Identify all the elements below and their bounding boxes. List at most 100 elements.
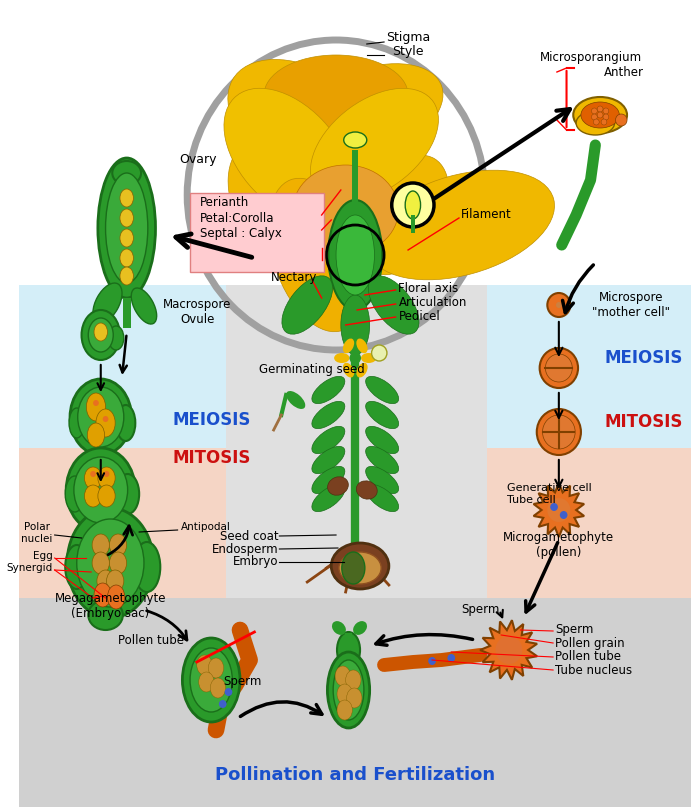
Ellipse shape (368, 276, 419, 334)
Polygon shape (480, 620, 537, 679)
Text: Microsporangium: Microsporangium (540, 52, 642, 65)
Circle shape (592, 108, 597, 114)
Ellipse shape (358, 155, 449, 274)
Ellipse shape (312, 446, 345, 474)
Ellipse shape (69, 408, 85, 438)
Ellipse shape (264, 55, 408, 135)
Bar (19, 598, 692, 807)
Ellipse shape (109, 552, 127, 574)
Text: Microspore
"mother cell": Microspore "mother cell" (592, 291, 671, 319)
Ellipse shape (342, 552, 365, 584)
Ellipse shape (120, 229, 134, 247)
Text: Perianth
Petal:Corolla
Septal : Calyx: Perianth Petal:Corolla Septal : Calyx (199, 196, 281, 240)
Ellipse shape (66, 448, 135, 532)
Text: MITOSIS: MITOSIS (173, 449, 251, 467)
Text: Nectary: Nectary (270, 271, 317, 285)
Ellipse shape (120, 267, 134, 285)
Circle shape (104, 471, 109, 477)
Circle shape (592, 114, 597, 120)
Polygon shape (533, 483, 584, 537)
Text: Sperm: Sperm (224, 675, 262, 688)
Text: Seed coat: Seed coat (220, 529, 279, 542)
Ellipse shape (106, 173, 148, 283)
Ellipse shape (77, 519, 144, 607)
Ellipse shape (98, 485, 116, 507)
Circle shape (547, 293, 570, 317)
Ellipse shape (228, 140, 329, 270)
Text: Macrospore
Ovule: Macrospore Ovule (163, 298, 232, 326)
Ellipse shape (365, 484, 398, 512)
Ellipse shape (94, 583, 111, 607)
Ellipse shape (210, 678, 225, 698)
Circle shape (603, 114, 609, 120)
Text: Anther: Anther (604, 66, 644, 80)
Circle shape (93, 400, 99, 406)
Bar (225, 285, 486, 598)
Text: Pollen tube: Pollen tube (118, 634, 183, 647)
Ellipse shape (67, 508, 153, 618)
Ellipse shape (224, 88, 352, 222)
Ellipse shape (331, 543, 389, 589)
Ellipse shape (337, 700, 352, 720)
Ellipse shape (93, 283, 122, 323)
Text: Microgametophyte
(pollen): Microgametophyte (pollen) (503, 531, 615, 559)
Bar (344, 633, 352, 651)
Ellipse shape (109, 534, 127, 556)
Ellipse shape (197, 655, 212, 675)
Ellipse shape (132, 288, 157, 324)
Ellipse shape (92, 552, 109, 574)
Text: MITOSIS: MITOSIS (605, 413, 683, 431)
Ellipse shape (343, 338, 354, 353)
Text: Germinating seed: Germinating seed (259, 363, 365, 377)
Text: Egg: Egg (33, 551, 52, 561)
Circle shape (496, 636, 522, 664)
Ellipse shape (116, 405, 135, 441)
Text: Pollen tube: Pollen tube (555, 650, 621, 663)
Text: Pedicel: Pedicel (398, 310, 440, 323)
Ellipse shape (365, 376, 398, 404)
Circle shape (550, 503, 558, 511)
Text: MEIOSIS: MEIOSIS (173, 411, 251, 429)
Ellipse shape (120, 249, 134, 267)
Ellipse shape (78, 387, 124, 447)
Ellipse shape (85, 485, 102, 507)
Bar (486, 448, 692, 613)
Ellipse shape (581, 102, 620, 128)
Ellipse shape (311, 88, 438, 202)
Ellipse shape (65, 545, 88, 589)
Circle shape (545, 354, 573, 382)
Text: Style: Style (392, 45, 424, 58)
Ellipse shape (573, 97, 627, 133)
Bar (19, 448, 225, 613)
Ellipse shape (328, 652, 370, 728)
Ellipse shape (356, 363, 368, 378)
Text: Generative cell: Generative cell (507, 483, 592, 493)
Bar (352, 150, 358, 215)
Ellipse shape (70, 379, 132, 455)
Text: Pollination and Fertilization: Pollination and Fertilization (215, 766, 496, 784)
Ellipse shape (365, 446, 398, 474)
Ellipse shape (116, 474, 139, 514)
Ellipse shape (336, 215, 375, 295)
Ellipse shape (81, 310, 120, 360)
Circle shape (560, 511, 568, 519)
Ellipse shape (88, 423, 104, 447)
Ellipse shape (312, 466, 345, 494)
Ellipse shape (344, 132, 367, 148)
Ellipse shape (85, 467, 102, 489)
Circle shape (537, 409, 581, 455)
Ellipse shape (209, 658, 224, 678)
FancyBboxPatch shape (190, 193, 323, 272)
Ellipse shape (287, 64, 443, 166)
Ellipse shape (88, 600, 122, 630)
Ellipse shape (333, 660, 364, 720)
Ellipse shape (335, 666, 351, 686)
Text: Tube cell: Tube cell (507, 495, 556, 505)
Bar (19, 285, 225, 480)
Ellipse shape (88, 318, 113, 352)
Circle shape (103, 416, 108, 422)
Ellipse shape (134, 542, 160, 592)
Ellipse shape (286, 391, 305, 409)
Circle shape (372, 345, 387, 361)
Ellipse shape (341, 295, 370, 355)
